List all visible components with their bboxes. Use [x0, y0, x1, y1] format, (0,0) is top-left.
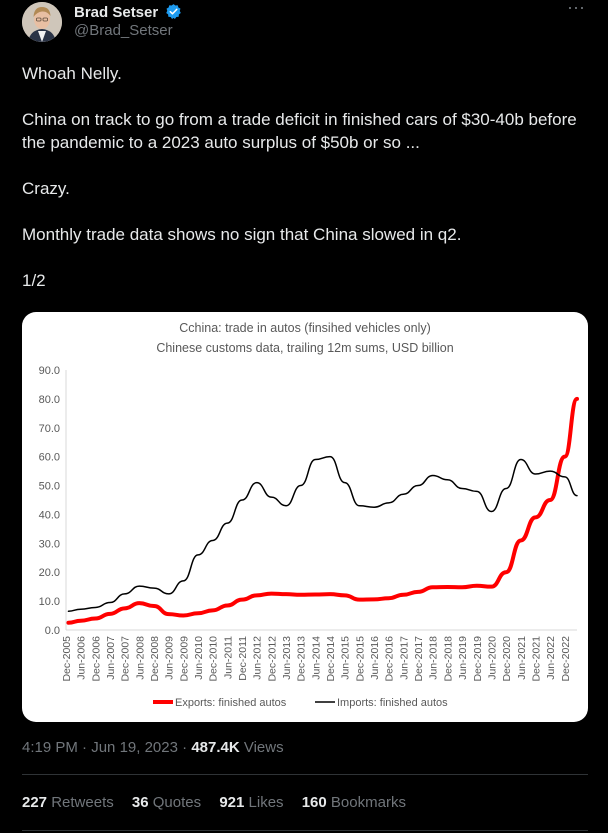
blank-line	[22, 154, 582, 177]
y-tick-label: 10.0	[39, 596, 60, 608]
views-count: 487.4K	[191, 739, 240, 756]
divider	[22, 830, 588, 831]
verified-badge-icon	[165, 3, 182, 24]
author-handle[interactable]: @Brad_Setser	[74, 22, 173, 39]
tweet-paragraph: Whoah Nelly.	[22, 64, 122, 83]
avatar[interactable]	[22, 2, 62, 42]
y-tick-label: 70.0	[39, 423, 60, 435]
tweet-stats: 227 Retweets 36 Quotes 921 Likes 160 Boo…	[22, 794, 420, 811]
chart-series	[66, 396, 579, 625]
author-name-row[interactable]: Brad Setser	[74, 3, 182, 24]
x-tick-label: Jun-2007	[105, 636, 117, 680]
likes-stat[interactable]: 921 Likes	[219, 794, 287, 811]
x-tick-label: Jun-2014	[310, 636, 322, 680]
views-label: Views	[243, 739, 284, 756]
x-tick-label: Jun-2020	[486, 636, 498, 680]
likes-label: Likes	[248, 794, 284, 811]
y-tick-label: 60.0	[39, 452, 60, 464]
x-tick-label: Jun-2016	[369, 636, 381, 680]
more-options-icon[interactable]: ···	[567, 0, 585, 17]
quotes-count: 36	[131, 794, 149, 811]
retweets-count: 227	[22, 794, 48, 811]
x-tick-label: Dec-2011	[237, 636, 249, 681]
retweets-stat[interactable]: 227 Retweets	[22, 794, 118, 811]
x-tick-label: Dec-2013	[296, 636, 308, 682]
legend-label: Imports: finished autos	[337, 697, 448, 709]
x-tick-label: Jun-2006	[76, 636, 88, 680]
meta-separator: ·	[82, 739, 92, 756]
tweet-meta: 4:19 PM · Jun 19, 2023 · 487.4K Views	[22, 739, 284, 756]
x-tick-label: Jun-2019	[457, 636, 469, 680]
x-axis: Dec-2005 Jun-2006 Dec-2006 Jun-2007 Dec-2007…	[61, 629, 577, 682]
line-chart: Cchina: trade in autos (finsihed vehicle…	[39, 321, 579, 709]
y-tick-label: 90.0	[39, 365, 60, 377]
bookmarks-stat[interactable]: 160 Bookmarks	[302, 794, 406, 811]
imports-series-line	[67, 455, 578, 612]
x-tick-label: Dec-2009	[178, 636, 190, 682]
blank-line	[22, 200, 582, 223]
tweet-text: Whoah Nelly. China on track to go from a…	[22, 62, 582, 292]
x-tick-label: Jun-2018	[428, 636, 440, 680]
x-tick-label: Dec-2016	[384, 636, 396, 682]
y-axis: 0.0 10.0 20.0 30.0 40.0 50.0 60.0 70.0 80.0 90.0	[39, 365, 67, 637]
x-tick-label: Dec-2022	[560, 636, 572, 682]
legend-label: Exports: finished autos	[175, 697, 287, 709]
meta-separator: ·	[182, 739, 192, 756]
tweet-paragraph: Monthly trade data shows no sign that Ch…	[22, 225, 462, 244]
x-tick-label: Dec-2012	[266, 636, 278, 682]
chart-legend: Exports: finished autos Imports: finished…	[153, 697, 448, 709]
x-tick-label: Dec-2018	[442, 636, 454, 682]
x-tick-label: Dec-2015	[354, 636, 366, 682]
exports-series-line	[66, 396, 579, 625]
chart-subtitle: Chinese customs data, trailing 12m sums,…	[156, 341, 453, 355]
likes-count: 921	[219, 794, 245, 811]
x-tick-label: Dec-2020	[501, 636, 513, 682]
x-tick-label: Dec-2014	[325, 636, 337, 682]
x-tick-label: Jun-2017	[398, 636, 410, 680]
x-tick-label: Jun-2010	[193, 636, 205, 680]
x-tick-label: Jun-2021	[516, 636, 528, 680]
x-tick-label: Jun-2008	[134, 636, 146, 680]
x-tick-label: Jun-2009	[164, 636, 176, 680]
bookmarks-label: Bookmarks	[330, 794, 406, 811]
y-tick-label: 50.0	[39, 481, 60, 493]
blank-line	[22, 85, 582, 108]
chart-image[interactable]: Cchina: trade in autos (finsihed vehicle…	[22, 312, 588, 722]
quotes-label: Quotes	[152, 794, 202, 811]
x-tick-label: Jun-2011	[222, 636, 234, 679]
author-name[interactable]: Brad Setser	[74, 4, 159, 21]
x-tick-label: Jun-2012	[252, 636, 264, 680]
x-tick-label: Dec-2019	[472, 636, 484, 682]
x-tick-label: Dec-2008	[149, 636, 161, 682]
x-tick-label: Jun-2022	[545, 636, 557, 680]
avatar-image	[22, 2, 62, 42]
x-tick-label: Dec-2006	[90, 636, 102, 682]
divider	[22, 774, 588, 775]
x-tick-label: Dec-2017	[413, 636, 425, 682]
y-tick-label: 40.0	[39, 509, 60, 521]
x-tick-label: Dec-2007	[120, 636, 132, 682]
blank-line	[22, 246, 582, 269]
y-tick-label: 0.0	[45, 625, 60, 637]
tweet-header: Brad Setser @Brad_Setser ···	[22, 0, 588, 48]
x-tick-label: Dec-2021	[530, 636, 542, 682]
bookmarks-count: 160	[301, 794, 327, 811]
tweet-paragraph: China on track to go from a trade defici…	[22, 110, 577, 152]
quotes-stat[interactable]: 36 Quotes	[132, 794, 205, 811]
chart-title: Cchina: trade in autos (finsihed vehicle…	[179, 321, 431, 335]
tweet-paragraph: 1/2	[22, 271, 46, 290]
tweet-paragraph: Crazy.	[22, 179, 70, 198]
x-tick-label: Jun-2013	[281, 636, 293, 680]
y-tick-label: 20.0	[39, 567, 60, 579]
tweet-date[interactable]: Jun 19, 2023	[91, 739, 178, 756]
x-tick-label: Jun-2015	[340, 636, 352, 680]
y-tick-label: 30.0	[39, 538, 60, 550]
y-tick-label: 80.0	[39, 394, 60, 406]
tweet-time[interactable]: 4:19 PM	[22, 739, 78, 756]
x-tick-label: Dec-2010	[208, 636, 220, 682]
retweets-label: Retweets	[51, 794, 114, 811]
x-tick-label: Dec-2005	[61, 636, 73, 682]
